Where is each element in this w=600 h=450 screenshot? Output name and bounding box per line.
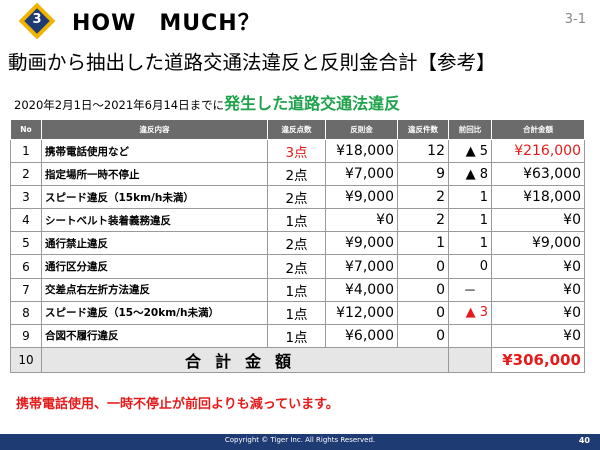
violation-count: 12 <box>397 138 449 164</box>
violation-count: 9 <box>397 162 449 187</box>
violation-name: 合図不履行違反 <box>41 323 268 348</box>
violation-points: 2点 <box>267 162 326 187</box>
violation-count: 2 <box>397 185 449 210</box>
row-number: 7 <box>10 277 42 302</box>
page-number: 40 <box>578 436 590 445</box>
violation-name: スピード違反（15～20km/h未満） <box>41 300 268 325</box>
table-row: 8 スピード違反（15～20km/h未満） 1点 ¥12,000 0 ▲ 3 ¥… <box>10 300 585 325</box>
row-number: 9 <box>10 323 42 348</box>
row-number: 5 <box>10 231 42 256</box>
violation-fine: ¥9,000 <box>325 231 398 256</box>
row-total: ¥18,000 <box>491 185 585 210</box>
compare-previous: ▲ 8 <box>448 162 492 187</box>
row-total: ¥9,000 <box>491 231 585 256</box>
column-header: 違反点数 <box>267 119 326 140</box>
total-spacer <box>448 346 492 373</box>
column-header: 前回比 <box>448 119 492 140</box>
column-header: 違反件数 <box>397 119 449 140</box>
row-number: 10 <box>10 346 42 373</box>
section-page-ref: 3-1 <box>564 12 586 27</box>
row-number: 1 <box>10 138 42 164</box>
violation-fine: ¥4,000 <box>325 277 398 302</box>
row-total: ¥0 <box>491 300 585 325</box>
row-total: ¥0 <box>491 277 585 302</box>
violation-name: 通行禁止違反 <box>41 231 268 256</box>
violation-fine: ¥7,000 <box>325 162 398 187</box>
violation-name: 交差点右左折方法違反 <box>41 277 268 302</box>
period-highlight: 発生した道路交通法違反 <box>224 94 401 113</box>
compare-previous: ▲ 5 <box>448 138 492 164</box>
copyright-text: Copyright © Tiger Inc. All Rights Reserv… <box>224 436 376 444</box>
violation-points: 1点 <box>267 277 326 302</box>
table-row: 5 通行禁止違反 2点 ¥9,000 1 1 ¥9,000 <box>10 231 585 256</box>
table-row: 6 通行区分違反 2点 ¥7,000 0 0 ¥0 <box>10 254 585 279</box>
violation-fine: ¥18,000 <box>325 138 398 164</box>
summary-note: 携帯電話使用、一時不停止が前回よりも減っています。 <box>16 397 339 412</box>
violation-name: 指定場所一時不停止 <box>41 162 268 187</box>
row-total: ¥0 <box>491 323 585 348</box>
column-header: 違反内容 <box>41 119 268 140</box>
row-number: 8 <box>10 300 42 325</box>
violation-fine: ¥12,000 <box>325 300 398 325</box>
period-line: 2020年2月1日～2021年6月14日までに発生した道路交通法違反 <box>14 90 400 114</box>
row-number: 6 <box>10 254 42 279</box>
table-row: 3 スピード違反（15km/h未満） 2点 ¥9,000 2 1 ¥18,000 <box>10 185 585 210</box>
row-number: 2 <box>10 162 42 187</box>
compare-previous: 1 <box>448 231 492 256</box>
violation-points: 2点 <box>267 185 326 210</box>
section-number: 3 <box>32 12 42 27</box>
slide-title: HOW MUCH？ <box>72 11 261 36</box>
violation-points: 1点 <box>267 323 326 348</box>
row-total: ¥0 <box>491 254 585 279</box>
table-total-row: 10 合計金額 ¥306,000 <box>10 346 585 373</box>
violation-name: 通行区分違反 <box>41 254 268 279</box>
violation-count: 0 <box>397 254 449 279</box>
column-header: 合計金額 <box>491 119 585 140</box>
grand-total: ¥306,000 <box>491 346 585 373</box>
row-total: ¥216,000 <box>491 138 585 164</box>
compare-previous: 0 <box>448 254 492 279</box>
violation-count: 0 <box>397 300 449 325</box>
column-header: No <box>10 119 42 140</box>
slide-footer: Copyright © Tiger Inc. All Rights Reserv… <box>0 434 600 450</box>
column-header: 反則金 <box>325 119 398 140</box>
violation-fine: ¥7,000 <box>325 254 398 279</box>
violation-name: スピード違反（15km/h未満） <box>41 185 268 210</box>
violation-points: 1点 <box>267 208 326 233</box>
table-row: 2 指定場所一時不停止 2点 ¥7,000 9 ▲ 8 ¥63,000 <box>10 162 585 187</box>
violation-count: 1 <box>397 231 449 256</box>
violation-name: 携帯電話使用など <box>41 138 268 164</box>
table-row: 1 携帯電話使用など 3点 ¥18,000 12 ▲ 5 ¥216,000 <box>10 138 585 164</box>
row-number: 3 <box>10 185 42 210</box>
violation-count: 0 <box>397 277 449 302</box>
table-row: 9 合図不履行違反 1点 ¥6,000 0 ¥0 <box>10 323 585 348</box>
violations-table: No 違反内容 違反点数 反則金 違反件数 前回比 合計金額 1 携帯電話使用な… <box>10 119 585 373</box>
compare-previous: 1 <box>448 185 492 210</box>
row-number: 4 <box>10 208 42 233</box>
table-header-row: No 違反内容 違反点数 反則金 違反件数 前回比 合計金額 <box>10 119 585 140</box>
total-label: 合計金額 <box>41 346 449 373</box>
violation-fine: ¥0 <box>325 208 398 233</box>
violation-fine: ¥9,000 <box>325 185 398 210</box>
slide-header: 3 HOW MUCH？ 3-1 <box>0 0 600 40</box>
violation-points: 2点 <box>267 254 326 279</box>
violation-count: 2 <box>397 208 449 233</box>
table-row: 4 シートベルト装着義務違反 1点 ¥0 2 1 ¥0 <box>10 208 585 233</box>
violation-points: 2点 <box>267 231 326 256</box>
row-total: ¥0 <box>491 208 585 233</box>
compare-previous: ▲ 3 <box>448 300 492 325</box>
violation-name: シートベルト装着義務違反 <box>41 208 268 233</box>
compare-previous: － <box>448 277 492 302</box>
compare-previous <box>448 323 492 348</box>
violation-count: 0 <box>397 323 449 348</box>
row-total: ¥63,000 <box>491 162 585 187</box>
compare-previous: 1 <box>448 208 492 233</box>
period-prefix: 2020年2月1日～2021年6月14日までに <box>14 98 225 112</box>
violation-points: 1点 <box>267 300 326 325</box>
table-row: 7 交差点右左折方法違反 1点 ¥4,000 0 － ¥0 <box>10 277 585 302</box>
violation-points: 3点 <box>267 138 326 164</box>
violation-fine: ¥6,000 <box>325 323 398 348</box>
slide-subtitle: 動画から抽出した道路交通法違反と反則金合計【参考】 <box>8 51 496 74</box>
